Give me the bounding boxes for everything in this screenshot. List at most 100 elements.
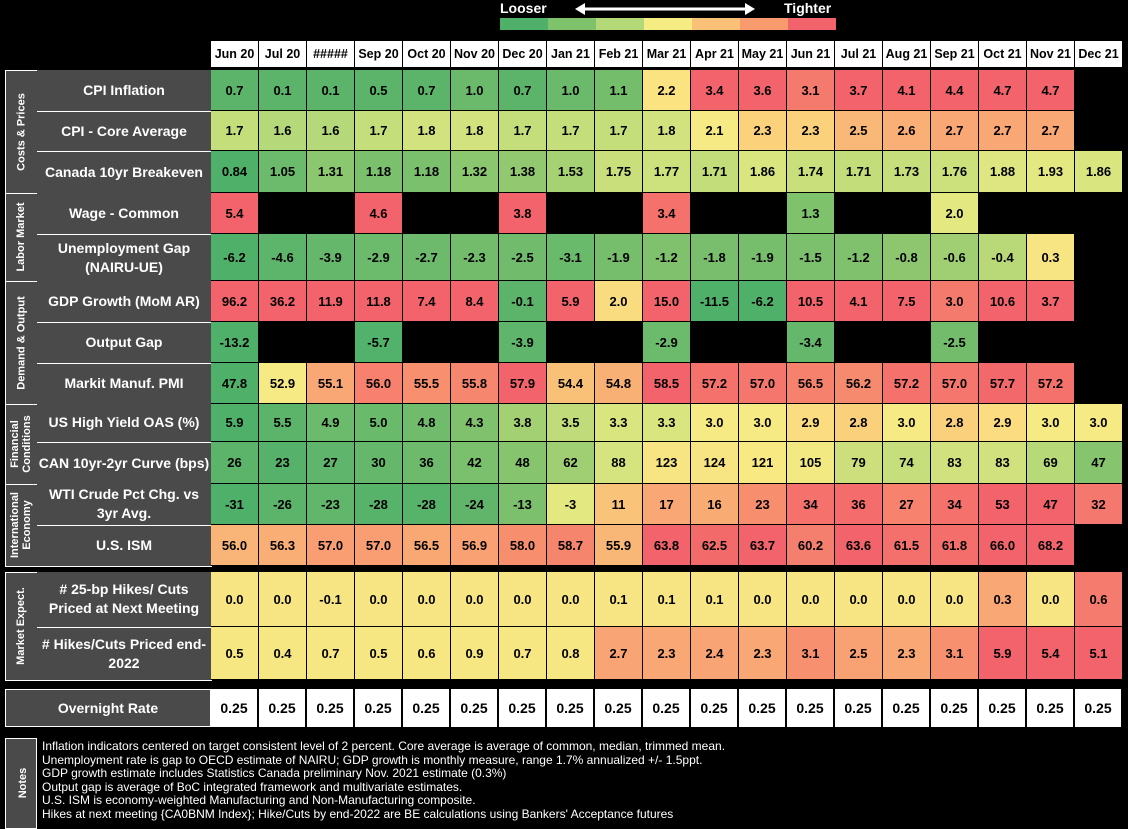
heatmap-cell: 0.5 [211,627,259,680]
heatmap-cell: 2.9 [787,404,835,442]
heatmap-cell: 1.8 [403,111,451,151]
heatmap-cell: 0.1 [691,572,739,627]
heatmap-cell [979,193,1027,234]
overnight-rate-cell: 0.25 [1075,689,1121,727]
heatmap-cell: 2.7 [595,627,643,680]
heatmap-cell: 0.7 [307,627,355,680]
heatmap-cell: 47 [1075,442,1123,484]
heatmap-cell: 3.0 [691,404,739,442]
month-header-cell: Jun 21 [787,41,834,67]
row-label: # 25-bp Hikes/ Cuts Priced at Next Meeti… [37,572,211,626]
heatmap-cell: 3.7 [835,70,883,111]
heatmap-cell: 0.3 [1027,234,1075,281]
heatmap-cell: 2.1 [691,111,739,151]
heatmap-cell: 96.2 [211,281,259,322]
heatmap-cell: 124 [691,442,739,484]
heatmap-cell: 0.0 [355,572,403,627]
heatmap-cell [883,322,931,363]
heatmap-cell: 0.6 [403,627,451,680]
heatmap-cell: 3.0 [739,404,787,442]
section-title: Market Expect. [15,587,27,665]
heatmap-cell: 2.9 [979,404,1027,442]
heatmap-cell: 16 [691,484,739,525]
heatmap-cell: 26 [211,442,259,484]
heatmap-cell: 55.8 [451,363,499,404]
overnight-rate-cell: 0.25 [307,689,353,727]
heatmap-cell: 2.5 [835,111,883,151]
heatmap-cell: 5.4 [211,193,259,234]
note-line: U.S. ISM is economy-weighted Manufacturi… [42,793,476,807]
month-header-cell: May 21 [739,41,786,67]
heatmap-cell: -24 [451,484,499,525]
heatmap-cell: 68.2 [1027,525,1075,566]
row-label: CPI - Core Average [37,111,211,150]
heatmap-cell: -2.5 [931,322,979,363]
heatmap-cell: 1.53 [547,151,595,193]
heatmap-cell: 11 [595,484,643,525]
heatmap-cell: -3.9 [307,234,355,281]
heatmap-cell: 15.0 [643,281,691,322]
month-header-cell: Feb 21 [595,41,642,67]
row-label: Canada 10yr Breakeven [37,151,211,192]
heatmap-cell: 23 [259,442,307,484]
heatmap-cell: 63.6 [835,525,883,566]
heatmap-cell: 63.8 [643,525,691,566]
heatmap-cell: 7.4 [403,281,451,322]
row-label: U.S. ISM [37,525,211,565]
heatmap-cell: -5.7 [355,322,403,363]
heatmap-cell: 32 [1075,484,1123,525]
heatmap-cell: 3.7 [1027,281,1075,322]
note-line: Inflation indicators centered on target … [42,739,726,753]
heatmap-cell: 1.7 [211,111,259,151]
heatmap-cell [451,322,499,363]
heatmap-cell [403,322,451,363]
heatmap-cell: 1.32 [451,151,499,193]
heatmap-cell: 53 [979,484,1027,525]
heatmap-cell: 0.1 [643,572,691,627]
heatmap-cell: 1.1 [595,70,643,111]
heatmap-cell [547,322,595,363]
heatmap-cell: 2.3 [739,111,787,151]
month-header-cell: Mar 21 [643,41,690,67]
heatmap-cell: 79 [835,442,883,484]
heatmap-cell: 0.0 [883,572,931,627]
heatmap-cell: -11.5 [691,281,739,322]
heatmap-cell: 1.7 [547,111,595,151]
row-label: CPI Inflation [37,70,211,110]
heatmap-cell [1027,322,1075,363]
heatmap-cell: 1.73 [883,151,931,193]
heatmap-cell: 1.38 [499,151,547,193]
heatmap-cell: -23 [307,484,355,525]
heatmap-cell: 54.8 [595,363,643,404]
heatmap-cell: 0.7 [499,627,547,680]
heatmap-cell: 5.9 [979,627,1027,680]
heatmap-cell: 36 [835,484,883,525]
heatmap-cell: -3.4 [787,322,835,363]
heatmap-cell [1075,525,1123,566]
heatmap-cell: -1.2 [643,234,691,281]
month-header-cell: Sep 21 [931,41,978,67]
month-header-cell: Dec 20 [499,41,546,67]
heatmap-cell: 8.4 [451,281,499,322]
heatmap-cell: -2.7 [403,234,451,281]
heatmap-cell [1075,322,1123,363]
heatmap-cell [835,322,883,363]
heatmap-cell: 57.2 [1027,363,1075,404]
heatmap-cell: 4.3 [451,404,499,442]
heatmap-cell [1075,193,1123,234]
heatmap-cell [547,193,595,234]
heatmap-cell: -3 [547,484,595,525]
heatmap-cell: 0.0 [499,572,547,627]
overnight-rate-cell: 0.25 [259,689,305,727]
legend-swatch [692,18,740,30]
heatmap-cell: 3.1 [787,627,835,680]
heatmap-cell: 3.0 [1027,404,1075,442]
heatmap-cell: 7.5 [883,281,931,322]
heatmap-cell: -6.2 [739,281,787,322]
heatmap-cell: 57.0 [739,363,787,404]
section-title: Costs & Prices [15,92,27,171]
heatmap-cell: 34 [931,484,979,525]
section-title: Financial Conditions [9,415,33,473]
heatmap-cell: 27 [883,484,931,525]
